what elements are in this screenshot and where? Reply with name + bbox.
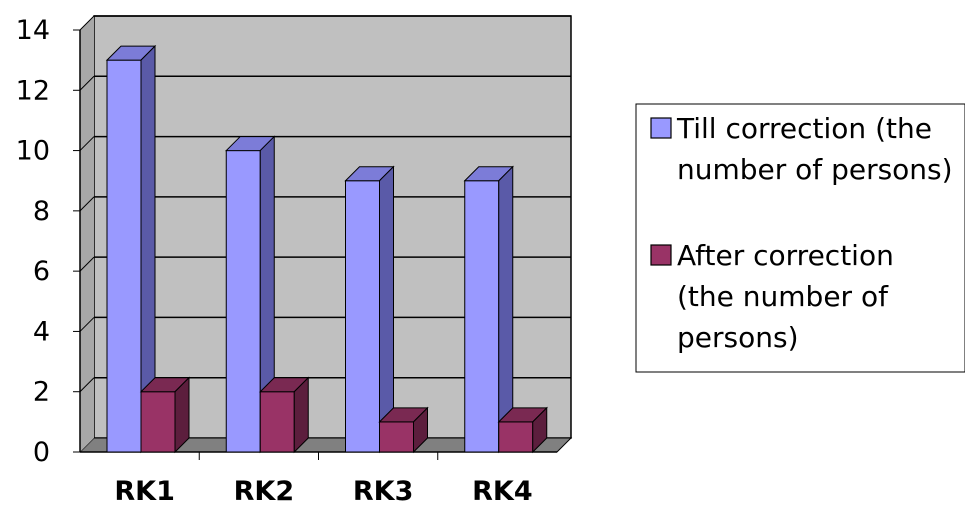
bar-side bbox=[174, 376, 190, 454]
bar-front bbox=[106, 59, 142, 453]
gridline-depth bbox=[79, 136, 95, 151]
x-tick-label: RK4 bbox=[472, 476, 533, 506]
bar-side bbox=[379, 165, 394, 454]
y-tick-label: 4 bbox=[33, 316, 50, 347]
x-tick-label: RK1 bbox=[114, 476, 175, 506]
bar-front bbox=[225, 150, 261, 453]
gridline-depth bbox=[79, 15, 95, 31]
x-tick-label: RK3 bbox=[353, 476, 414, 506]
gridline-depth bbox=[79, 196, 95, 212]
y-tick-label: 12 bbox=[16, 75, 50, 106]
bar-side bbox=[293, 376, 309, 454]
bar-front bbox=[379, 421, 414, 453]
y-tick-label: 10 bbox=[16, 136, 50, 167]
side-wall bbox=[80, 16, 94, 452]
gridline-depth bbox=[79, 317, 95, 332]
y-tick-label: 2 bbox=[33, 377, 50, 408]
legend-box bbox=[635, 103, 965, 373]
gridline-depth bbox=[79, 256, 95, 272]
legend-swatch bbox=[650, 244, 672, 266]
y-tick-label: 6 bbox=[33, 256, 50, 287]
y-tick-label: 8 bbox=[33, 196, 50, 227]
x-tick-label: RK2 bbox=[234, 476, 295, 506]
gridline-depth bbox=[79, 75, 95, 91]
bar-front bbox=[140, 391, 176, 453]
legend-label: Till correction (the number of persons) bbox=[676, 112, 953, 186]
bar-front bbox=[498, 421, 534, 453]
bar-front bbox=[259, 391, 295, 453]
bar-front bbox=[345, 180, 380, 453]
y-tick-label: 14 bbox=[16, 15, 50, 46]
bars bbox=[105, 44, 548, 454]
bar-side bbox=[498, 165, 514, 454]
axes: 0 2 4 6 8 10 12 14 RK1 RK2 RK3 RK4 bbox=[16, 15, 557, 506]
legend-label: After correction (the number of persons) bbox=[677, 239, 894, 354]
bar-side bbox=[413, 406, 428, 454]
bar-front bbox=[464, 180, 500, 453]
legend-swatch bbox=[650, 117, 672, 139]
y-tick-label: 0 bbox=[33, 437, 50, 468]
gridline-depth bbox=[79, 377, 95, 393]
bar-side bbox=[532, 406, 548, 454]
legend: Till correction (the number of persons) Af… bbox=[635, 103, 965, 373]
